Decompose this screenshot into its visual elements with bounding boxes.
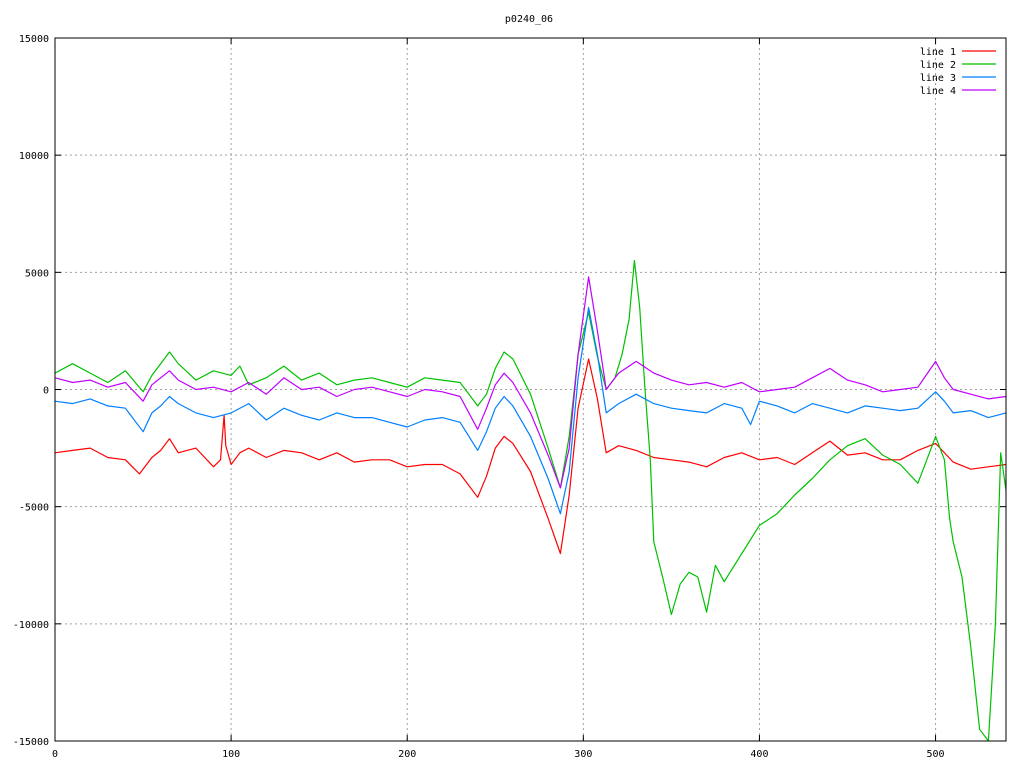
x-tick-label: 500 bbox=[927, 749, 945, 760]
x-tick-label: 400 bbox=[750, 749, 768, 760]
series-line-1 bbox=[54, 358, 1007, 555]
y-tick-label: -15000 bbox=[13, 737, 49, 748]
x-tick-label: 300 bbox=[574, 749, 592, 760]
legend: line 1 line 2 line 3 line 4 bbox=[920, 47, 996, 97]
axis-ticks: 0 100 200 300 400 500 -15000 -10000 -5000 0 5000 10… bbox=[13, 34, 1006, 760]
x-tick-label: 0 bbox=[52, 749, 58, 760]
legend-label-2: line 2 bbox=[920, 60, 956, 71]
legend-label-1: line 1 bbox=[920, 47, 956, 58]
grid-lines bbox=[55, 38, 1006, 741]
data-series bbox=[54, 260, 1007, 742]
y-tick-label: 0 bbox=[43, 386, 49, 397]
y-tick-label: -5000 bbox=[19, 503, 49, 514]
y-tick-label: 10000 bbox=[19, 151, 49, 162]
series-line-3 bbox=[54, 306, 1007, 515]
y-tick-label: 15000 bbox=[19, 34, 49, 45]
legend-label-4: line 4 bbox=[920, 86, 956, 97]
y-tick-label: 5000 bbox=[25, 268, 49, 279]
legend-label-3: line 3 bbox=[920, 73, 956, 84]
series-line-4 bbox=[54, 276, 1007, 489]
y-tick-label: -10000 bbox=[13, 620, 49, 631]
x-tick-label: 200 bbox=[398, 749, 416, 760]
chart-title: p0240_06 bbox=[505, 14, 553, 25]
x-tick-label: 100 bbox=[222, 749, 240, 760]
